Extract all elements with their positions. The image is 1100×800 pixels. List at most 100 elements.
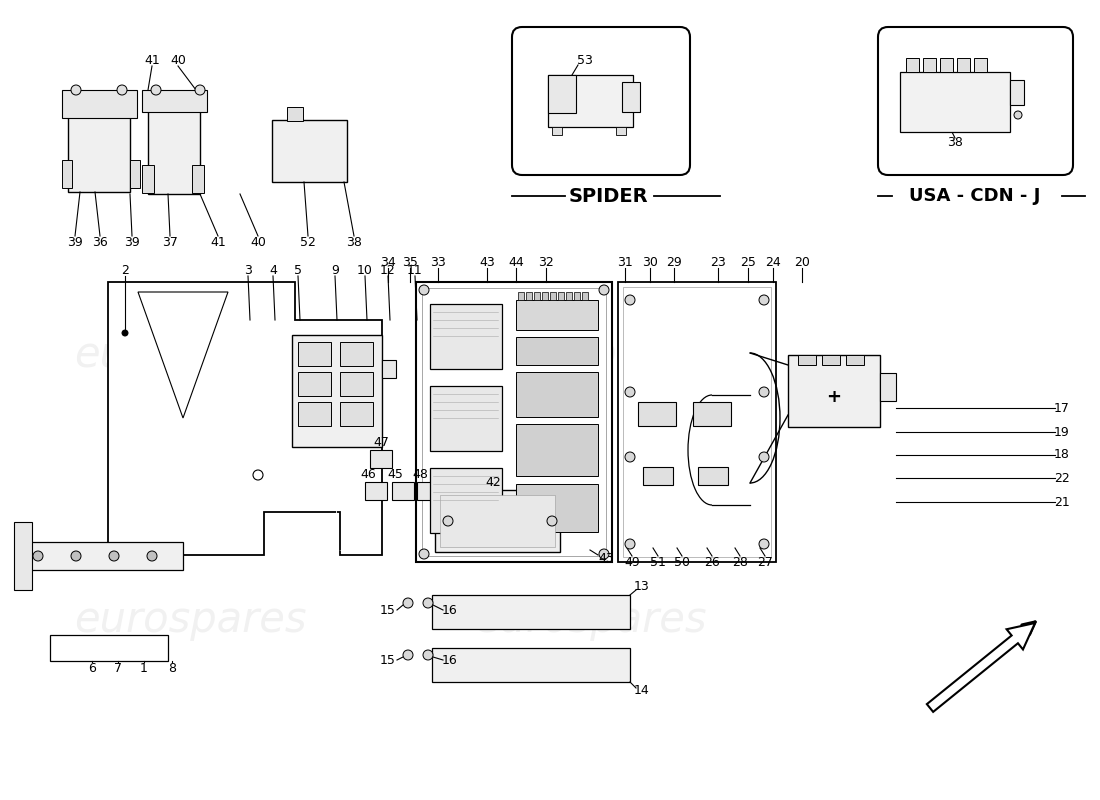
Bar <box>440 495 556 547</box>
Bar <box>1010 80 1024 105</box>
Circle shape <box>122 330 128 336</box>
Bar <box>693 402 732 426</box>
Text: 23: 23 <box>711 255 726 269</box>
Text: 24: 24 <box>766 255 781 269</box>
Text: 44: 44 <box>508 255 524 269</box>
Polygon shape <box>108 282 382 555</box>
Bar <box>542 292 548 300</box>
Bar <box>923 58 936 72</box>
Bar <box>550 292 556 300</box>
Bar <box>14 522 32 590</box>
Bar <box>698 467 728 485</box>
Circle shape <box>1014 111 1022 119</box>
Bar <box>906 58 918 72</box>
Bar <box>298 402 331 426</box>
FancyBboxPatch shape <box>512 27 690 175</box>
Text: 41: 41 <box>210 235 225 249</box>
Text: 16: 16 <box>442 654 458 666</box>
Text: USA - CDN - J: USA - CDN - J <box>910 187 1041 205</box>
Bar <box>365 482 387 500</box>
Bar <box>548 75 576 113</box>
Bar <box>417 482 439 500</box>
Circle shape <box>759 295 769 305</box>
Bar <box>430 386 502 451</box>
Bar <box>526 292 532 300</box>
FancyBboxPatch shape <box>878 27 1072 175</box>
Bar <box>621 82 640 112</box>
Bar <box>25 542 183 570</box>
Bar <box>287 107 303 121</box>
Polygon shape <box>138 292 228 418</box>
Circle shape <box>147 551 157 561</box>
Text: 17: 17 <box>1054 402 1070 414</box>
Bar <box>422 288 606 556</box>
Text: 18: 18 <box>1054 449 1070 462</box>
Text: 22: 22 <box>1054 471 1070 485</box>
Text: 45: 45 <box>387 469 403 482</box>
Text: 40: 40 <box>250 235 266 249</box>
Text: 48: 48 <box>412 469 428 482</box>
Text: 9: 9 <box>331 263 339 277</box>
Text: 26: 26 <box>704 555 719 569</box>
Circle shape <box>289 108 301 120</box>
Bar <box>382 360 396 378</box>
Text: 34: 34 <box>381 255 396 269</box>
Circle shape <box>759 539 769 549</box>
Circle shape <box>117 85 126 95</box>
Text: eurospares: eurospares <box>474 334 706 376</box>
Text: 5: 5 <box>294 263 302 277</box>
Circle shape <box>759 452 769 462</box>
Text: 39: 39 <box>67 235 82 249</box>
Bar <box>822 355 840 365</box>
Text: 38: 38 <box>346 235 362 249</box>
Bar <box>148 104 200 194</box>
Text: 32: 32 <box>538 255 554 269</box>
Text: 37: 37 <box>162 235 178 249</box>
Text: 43: 43 <box>598 551 614 565</box>
Text: eurospares: eurospares <box>74 334 306 376</box>
Bar <box>432 595 630 629</box>
Text: 33: 33 <box>430 255 446 269</box>
Bar <box>644 467 673 485</box>
Circle shape <box>253 470 263 480</box>
Text: eurospares: eurospares <box>474 599 706 641</box>
Text: 19: 19 <box>1054 426 1070 438</box>
Text: 15: 15 <box>381 603 396 617</box>
Bar <box>416 282 612 562</box>
Bar <box>298 372 331 396</box>
Text: 14: 14 <box>634 683 650 697</box>
Circle shape <box>424 598 433 608</box>
Bar <box>62 160 72 188</box>
Circle shape <box>403 598 412 608</box>
Bar <box>880 373 896 401</box>
Text: 7: 7 <box>114 662 122 674</box>
Bar <box>846 355 864 365</box>
Text: 10: 10 <box>358 263 373 277</box>
Bar <box>272 120 346 182</box>
Bar <box>798 355 816 365</box>
Text: eurospares: eurospares <box>74 599 306 641</box>
Text: 35: 35 <box>403 255 418 269</box>
Bar <box>68 110 130 192</box>
Text: 16: 16 <box>442 603 458 617</box>
Bar <box>516 337 598 365</box>
Text: 12: 12 <box>381 263 396 277</box>
Circle shape <box>625 452 635 462</box>
Circle shape <box>625 387 635 397</box>
Circle shape <box>625 539 635 549</box>
Circle shape <box>443 516 453 526</box>
Bar <box>62 90 138 118</box>
Bar <box>192 165 204 193</box>
Text: 28: 28 <box>733 555 748 569</box>
Bar <box>566 292 572 300</box>
Text: 29: 29 <box>667 255 682 269</box>
Circle shape <box>403 650 412 660</box>
Bar <box>638 402 676 426</box>
Bar <box>900 72 1010 132</box>
FancyArrow shape <box>927 623 1035 712</box>
Text: 50: 50 <box>674 555 690 569</box>
Circle shape <box>419 549 429 559</box>
Bar <box>516 300 598 330</box>
Text: 41: 41 <box>144 54 159 66</box>
Text: 52: 52 <box>300 235 316 249</box>
